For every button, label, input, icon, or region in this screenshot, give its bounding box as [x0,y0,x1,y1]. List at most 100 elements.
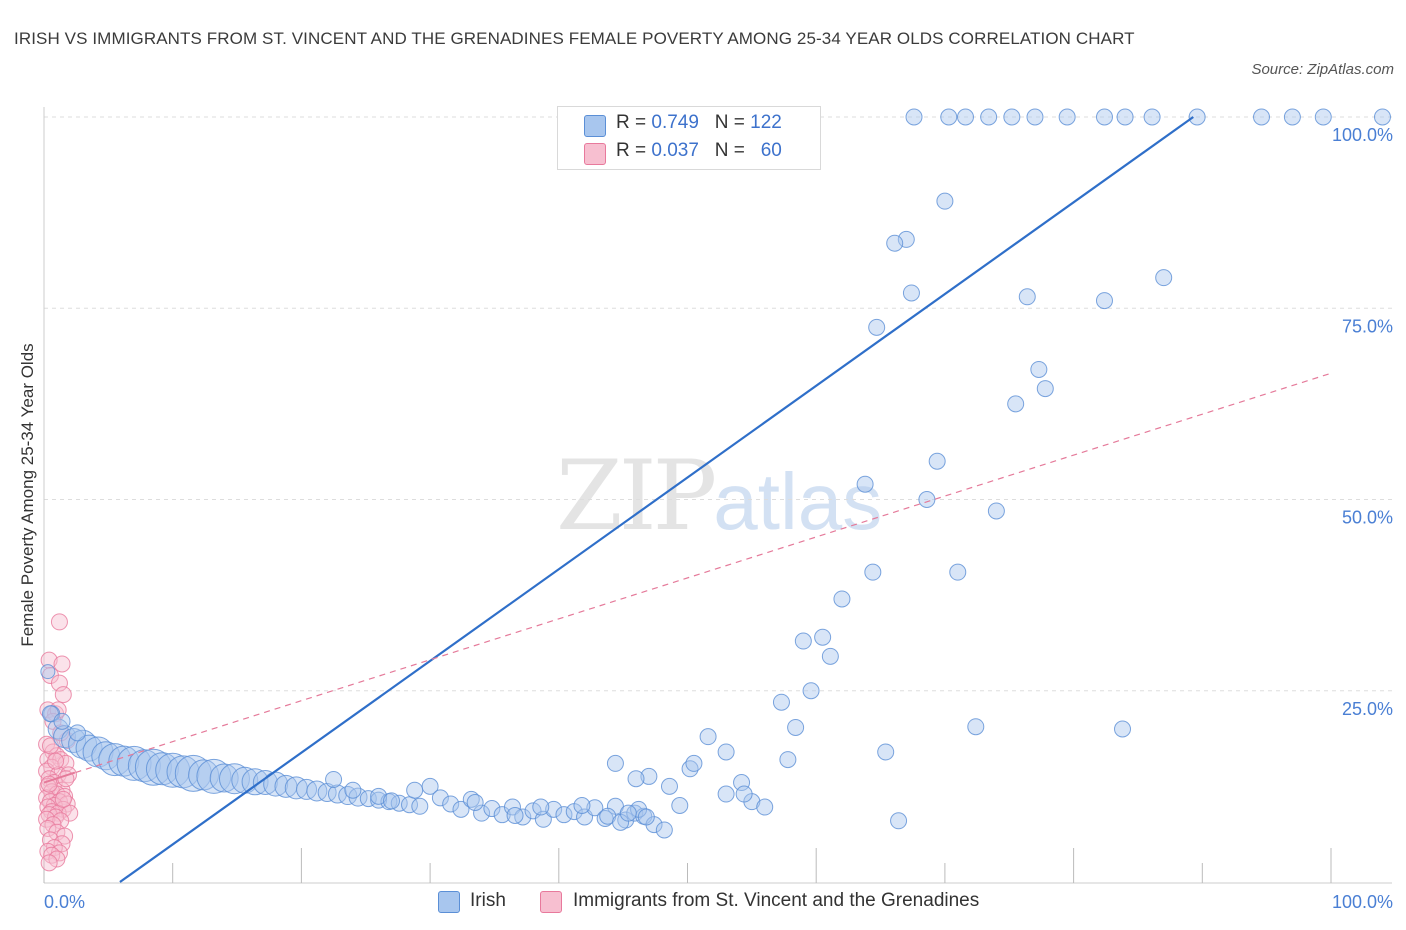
irish-point [545,800,563,818]
irish-point [1095,108,1113,126]
svg-r-label: R = [616,140,652,161]
svg-r-value: 0.037 [651,140,699,161]
chart-title: IRISH VS IMMIGRANTS FROM ST. VINCENT AND… [14,29,1135,48]
irish-point [1373,108,1391,126]
irish-point [699,728,717,746]
irish-point [606,754,624,772]
irish-point [717,743,735,761]
irish-point [53,712,71,730]
irish-n-value: 122 [750,112,782,133]
irish-point [660,777,678,795]
irish-point [1188,108,1206,126]
irish-point [877,743,895,761]
legend-svg-label: Immigrants from St. Vincent and the Gren… [573,890,980,911]
irish-point [370,787,388,805]
svg-trend-solid [43,771,76,784]
irish-point [619,804,637,822]
irish-stats-text: R = 0.749 N = 122 [616,112,782,134]
irish-point [145,752,179,786]
irish-point [134,748,172,786]
stats-legend: R = 0.749 N = 122 R = 0.037 N = 60 [557,106,821,170]
irish-point [506,806,524,824]
irish-point [1036,380,1054,398]
svg-point [48,850,66,868]
irish-point [814,628,832,646]
series-irish-points [40,108,1391,839]
x-tick-label-max: 100.0% [1332,892,1393,912]
irish-point [573,797,591,814]
irish-point [1143,108,1161,126]
grid-lines [44,116,1392,692]
irish-point [787,718,805,736]
irish-point [1314,108,1332,126]
legend-svg-swatch [540,891,562,913]
irish-point [956,108,974,126]
irish-point [325,770,343,788]
irish-point [987,502,1005,520]
zipatlas-watermark: ZIPatlas [556,440,882,552]
irish-point [685,754,703,772]
legend-irish-swatch [438,891,460,913]
svg-point [47,752,65,770]
irish-point [116,745,152,781]
irish-point [756,798,774,816]
irish-point [68,729,98,759]
irish-point [772,693,790,711]
irish-point [905,108,923,126]
irish-point [940,108,958,126]
irish-point [1283,108,1301,126]
source-credit: Source: ZipAtlas.com [1251,61,1394,78]
irish-point [821,647,839,665]
irish-point [473,804,491,822]
irish-swatch [584,115,606,137]
irish-point [431,789,449,807]
svg-n-label: N = [714,140,751,161]
svg-stats-text: R = 0.037 N = 60 [616,140,782,162]
svg-point [40,651,58,669]
irish-point [466,793,484,811]
svg-point [54,686,72,704]
y-tick-label: 50.0% [1342,508,1393,528]
irish-point [327,784,347,804]
irish-point [40,664,56,680]
irish-point [671,797,689,814]
svg-point [53,655,71,673]
irish-point [406,781,424,799]
irish-point [382,792,400,810]
irish-point [555,806,573,824]
irish-point [637,808,655,826]
svg-trend-line [43,372,1332,784]
svg-point [50,674,68,692]
series-svg-points [38,613,79,872]
irish-point [980,108,998,126]
irish-point [75,734,103,762]
svg-point [50,613,68,631]
watermark-zip: ZIP [556,440,717,552]
irish-point [802,682,820,700]
irish-point [1003,108,1021,126]
y-tick-label: 75.0% [1342,316,1393,336]
irish-point [627,770,645,788]
irish-point [640,767,658,785]
irish-point [108,745,140,777]
irish-point [928,452,946,470]
irish-point [241,768,269,796]
irish-point [1018,288,1036,306]
irish-point [779,751,797,769]
irish-n-label: N = [714,112,751,133]
irish-point [1155,269,1173,287]
irish-point [483,800,501,818]
irish-point [218,763,250,795]
irish-point [735,785,753,803]
irish-point [61,727,87,753]
irish-point [452,800,470,818]
irish-point [864,563,882,581]
irish-point [949,563,967,581]
irish-point [890,812,908,830]
trend-lines [43,116,1332,883]
irish-point [338,786,358,806]
irish-point [918,491,936,508]
irish-point [967,718,985,736]
irish-point [344,781,362,799]
